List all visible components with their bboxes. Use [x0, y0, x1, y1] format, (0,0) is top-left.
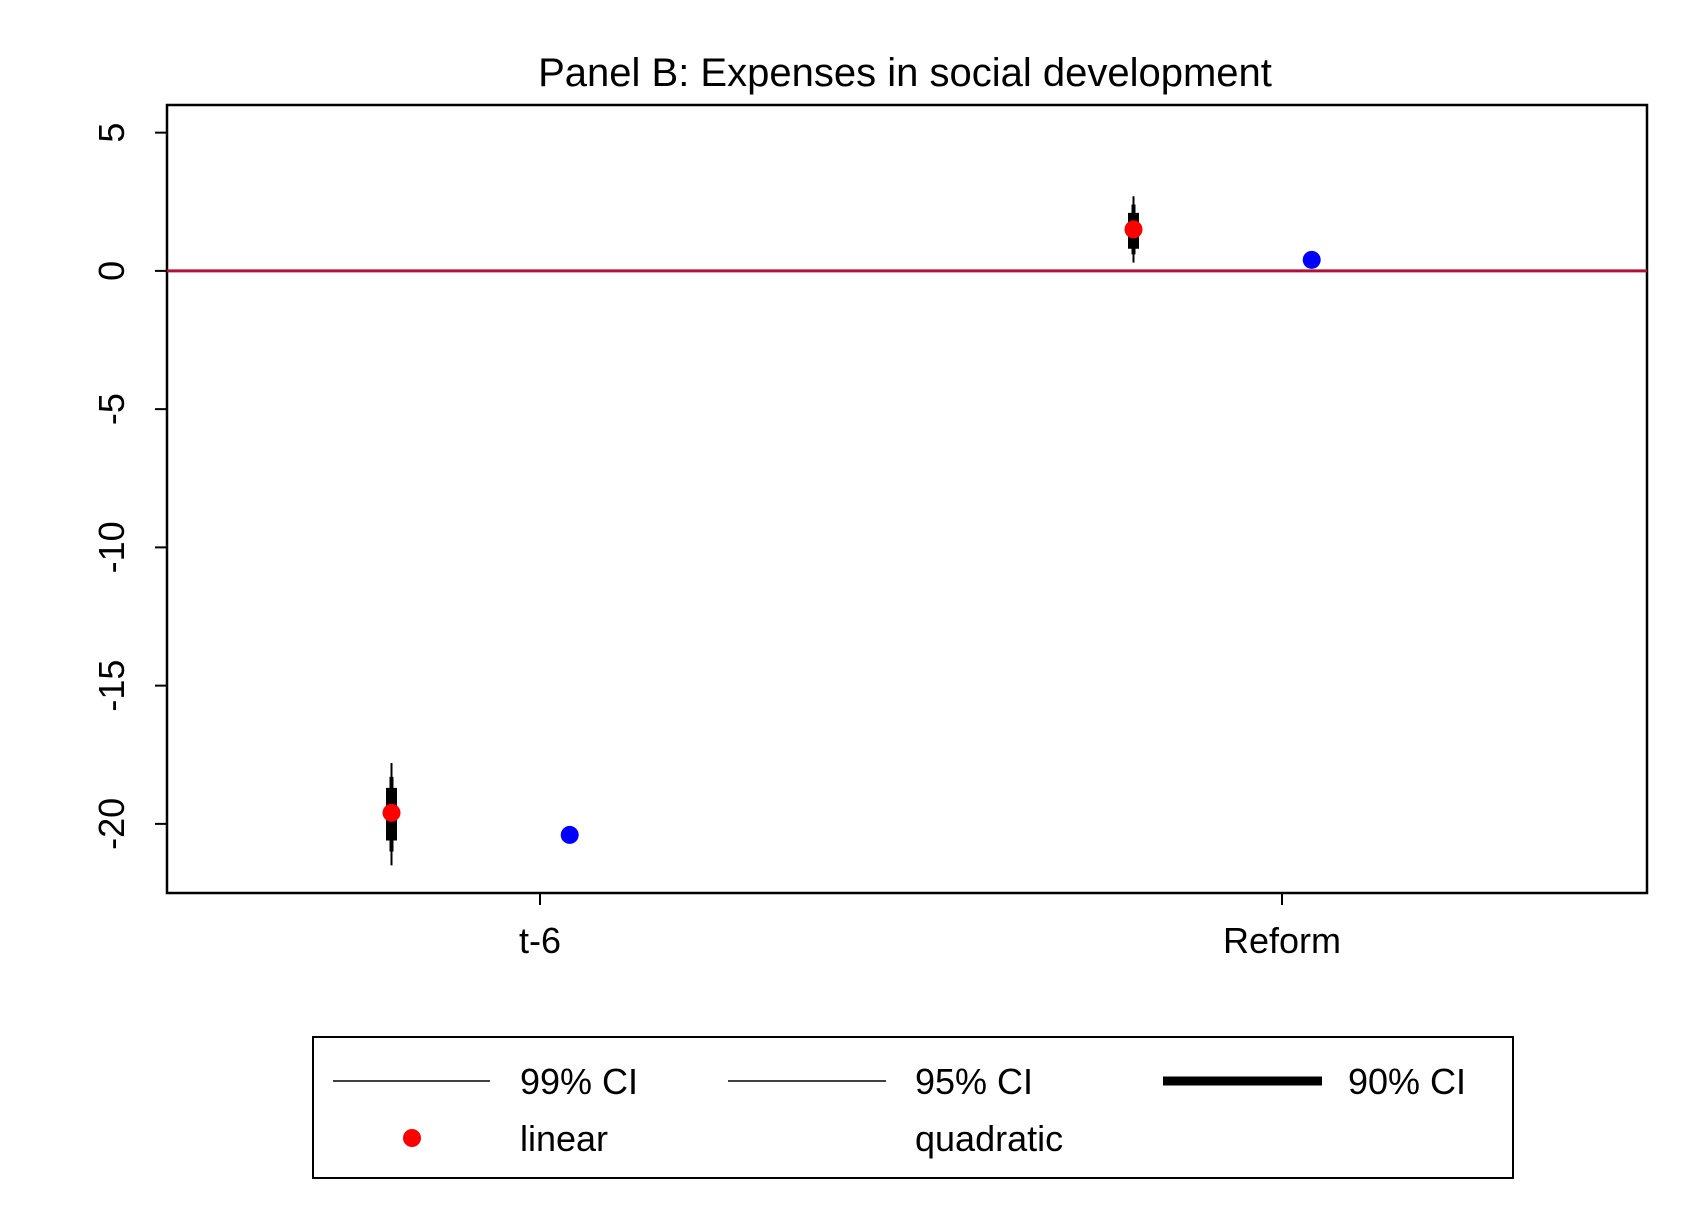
plot-frame [165, 103, 1649, 895]
data-marks [382, 196, 1321, 866]
legend-swatch-marker [403, 1129, 421, 1147]
legend-label: linear [520, 1118, 608, 1159]
legend-label: quadratic [915, 1118, 1063, 1159]
legend: 99% CI 95% CI 90% CI linear quadratic [312, 1036, 1514, 1179]
x-tick-label: Reform [1223, 920, 1341, 961]
x-axis: t-6 Reform [519, 893, 1341, 961]
point-quadratic [1302, 250, 1321, 269]
point-linear [1124, 220, 1143, 239]
legend-label: 99% CI [520, 1061, 638, 1102]
y-tick-label: 0 [91, 261, 132, 281]
point-linear [382, 803, 401, 822]
y-tick-label: 5 [91, 123, 132, 143]
legend-box [312, 1036, 1514, 1179]
chart-title: Panel B: Expenses in social development [538, 51, 1272, 95]
y-axis: 5 0 -5 -10 -15 -20 [91, 123, 167, 850]
y-tick-label: -15 [91, 660, 132, 712]
x-tick-label: t-6 [519, 920, 561, 961]
y-tick-label: -20 [91, 798, 132, 850]
legend-label: 95% CI [915, 1061, 1033, 1102]
y-tick-label: -10 [91, 521, 132, 573]
y-tick-label: -5 [91, 393, 132, 425]
legend-label: 90% CI [1348, 1061, 1466, 1102]
point-quadratic [560, 825, 579, 844]
